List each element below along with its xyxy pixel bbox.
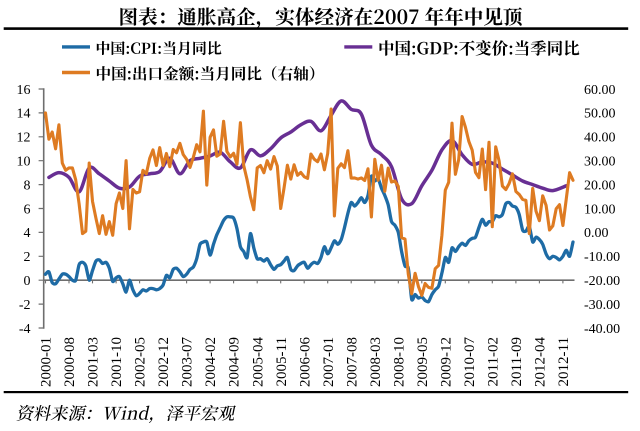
svg-text:20.00: 20.00 (584, 178, 616, 193)
svg-text:2000-01: 2000-01 (39, 337, 55, 387)
svg-text:2: 2 (24, 250, 31, 265)
svg-text:4: 4 (24, 226, 31, 241)
svg-text:2009-12: 2009-12 (438, 337, 454, 387)
svg-text:2008-03: 2008-03 (368, 337, 384, 387)
svg-text:2000-08: 2000-08 (62, 337, 78, 387)
svg-text:40.00: 40.00 (584, 131, 616, 146)
svg-text:2004-02: 2004-02 (203, 337, 219, 387)
svg-text:0.00: 0.00 (584, 226, 609, 241)
svg-text:2002-12: 2002-12 (156, 337, 172, 387)
svg-text:12: 12 (17, 131, 31, 146)
svg-text:14: 14 (17, 107, 31, 122)
svg-text:8: 8 (24, 178, 31, 193)
svg-text:2001-03: 2001-03 (86, 337, 102, 387)
svg-text:2006-06: 2006-06 (297, 337, 313, 387)
svg-text:6: 6 (24, 202, 31, 217)
svg-text:2011-09: 2011-09 (509, 337, 525, 386)
svg-text:2012-04: 2012-04 (533, 337, 549, 387)
svg-text:60.00: 60.00 (584, 83, 616, 98)
svg-text:-40.00: -40.00 (584, 322, 620, 337)
svg-text:2007-01: 2007-01 (321, 337, 337, 387)
svg-text:-30.00: -30.00 (584, 298, 620, 313)
svg-text:0: 0 (24, 274, 31, 289)
svg-text:2004-09: 2004-09 (227, 337, 243, 387)
svg-text:2001-10: 2001-10 (109, 337, 125, 387)
svg-text:2005-11: 2005-11 (274, 337, 290, 386)
svg-text:-2: -2 (19, 298, 31, 313)
svg-text:2010-07: 2010-07 (462, 337, 478, 387)
svg-text:2002-05: 2002-05 (133, 337, 149, 387)
svg-text:10.00: 10.00 (584, 202, 616, 217)
svg-text:2009-05: 2009-05 (415, 337, 431, 387)
svg-text:16: 16 (17, 83, 31, 98)
svg-text:10: 10 (17, 155, 31, 170)
svg-text:2003-07: 2003-07 (180, 337, 196, 387)
svg-text:2007-08: 2007-08 (344, 337, 360, 387)
svg-text:2005-04: 2005-04 (250, 337, 266, 387)
svg-text:30.00: 30.00 (584, 155, 616, 170)
svg-text:-4: -4 (19, 322, 31, 337)
svg-text:-10.00: -10.00 (584, 250, 620, 265)
svg-text:2008-10: 2008-10 (391, 337, 407, 387)
svg-text:2011-02: 2011-02 (485, 337, 501, 386)
svg-text:2012-11: 2012-11 (556, 337, 572, 386)
svg-text:50.00: 50.00 (584, 107, 616, 122)
svg-text:-20.00: -20.00 (584, 274, 620, 289)
